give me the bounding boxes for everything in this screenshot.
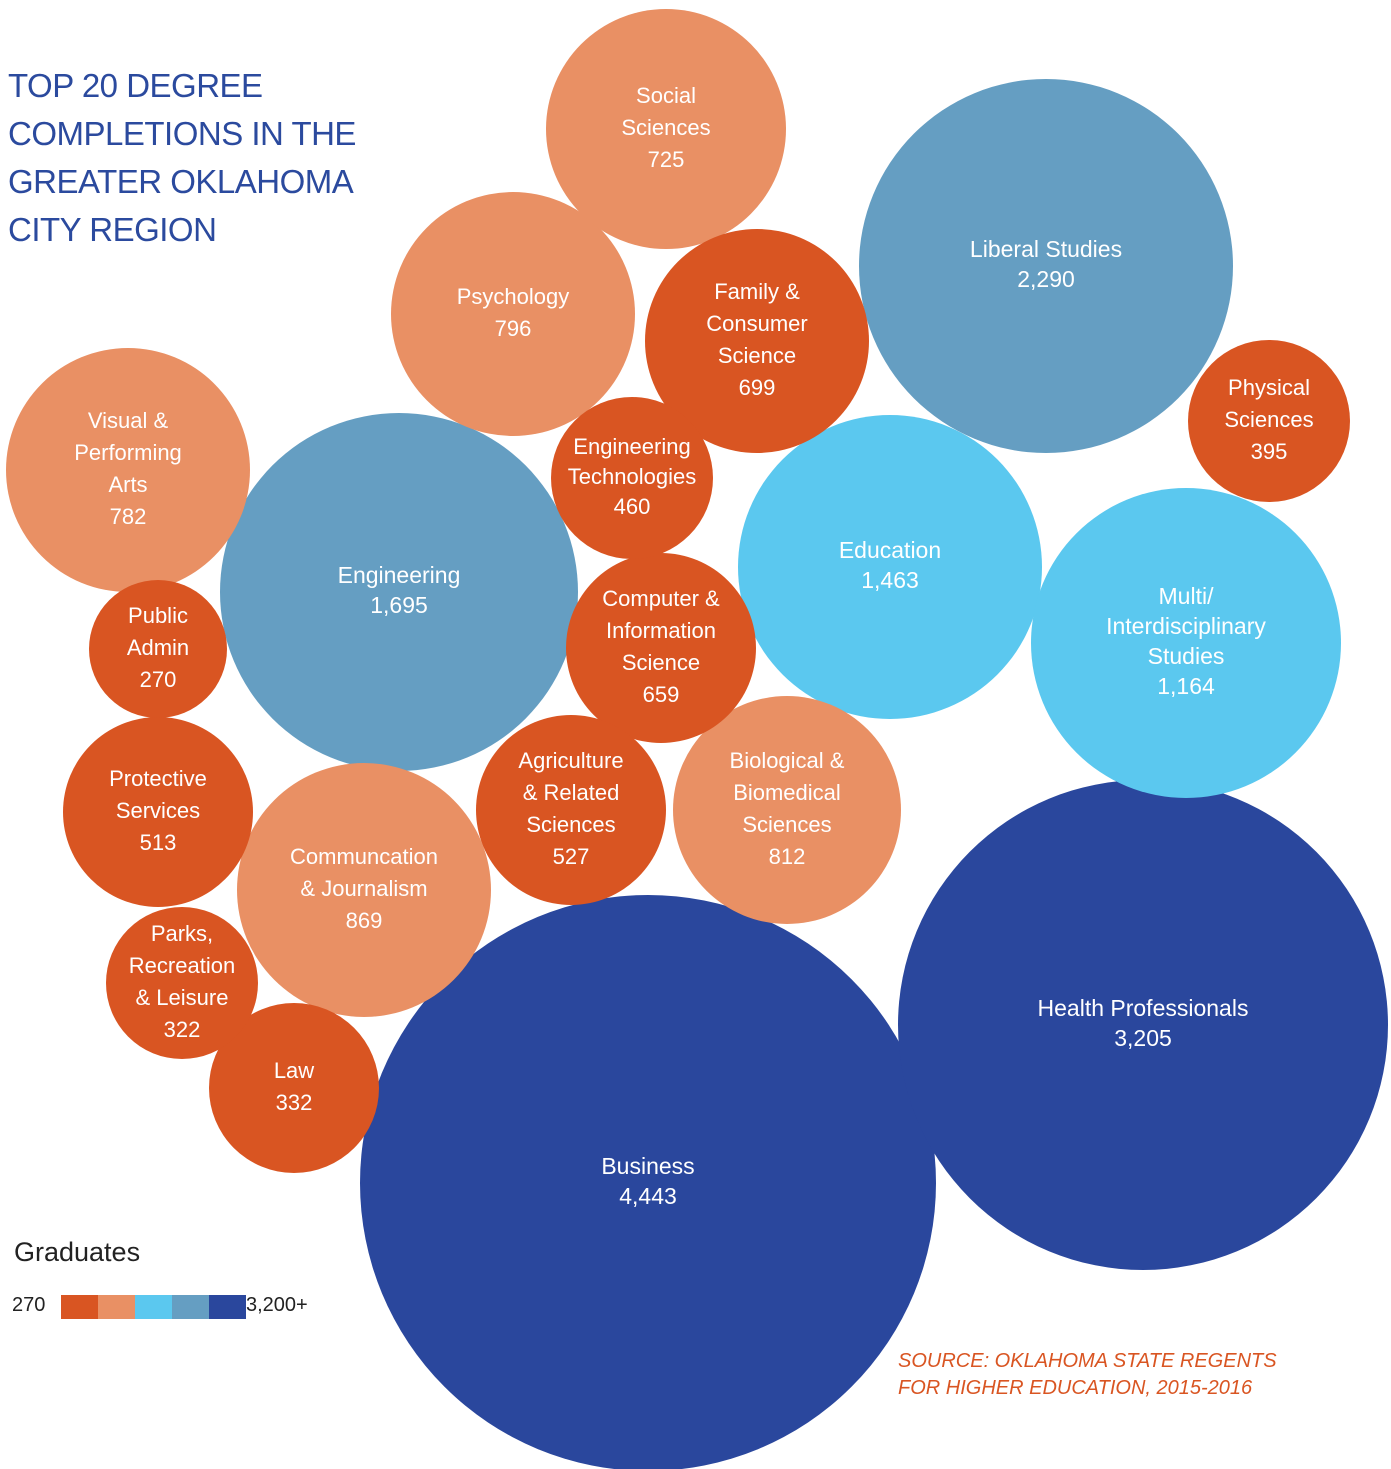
bubble-category-label: Biological & bbox=[730, 748, 845, 773]
bubble-liberal-studies bbox=[859, 79, 1233, 453]
bubble-value-label: 4,443 bbox=[619, 1183, 677, 1209]
bubble-value-label: 869 bbox=[346, 908, 383, 933]
bubble-category-label: Physical bbox=[1228, 375, 1310, 400]
bubble-physical-sciences bbox=[1188, 340, 1350, 502]
bubble-category-label: & Related bbox=[523, 780, 620, 805]
bubble-value-label: 812 bbox=[769, 844, 806, 869]
bubble-category-label: Sciences bbox=[526, 812, 615, 837]
bubble-value-label: 725 bbox=[648, 147, 685, 172]
legend-min-label: 270 bbox=[12, 1294, 46, 1316]
bubble-category-label: Sciences bbox=[742, 812, 831, 837]
source-line: SOURCE: OKLAHOMA STATE REGENTS bbox=[898, 1350, 1277, 1372]
bubble-value-label: 782 bbox=[110, 504, 147, 529]
bubble-category-label: Visual & bbox=[88, 408, 169, 433]
bubble-value-label: 699 bbox=[739, 375, 776, 400]
bubble-category-label: Biomedical bbox=[733, 780, 841, 805]
bubble-value-label: 1,695 bbox=[370, 592, 428, 618]
bubble-category-label: Protective bbox=[109, 766, 207, 791]
bubble-category-label: Communcation bbox=[290, 844, 438, 869]
bubble-category-label: Engineering bbox=[338, 562, 461, 588]
bubble-value-label: 3,205 bbox=[1114, 1025, 1172, 1051]
bubble-family-consumer-science bbox=[645, 229, 869, 453]
bubble-value-label: 460 bbox=[614, 494, 651, 519]
bubble-category-label: Multi/ bbox=[1159, 583, 1215, 609]
bubble-parks-recreation-leisure bbox=[106, 907, 258, 1059]
bubble-category-label: Psychology bbox=[457, 284, 570, 309]
source-note: SOURCE: OKLAHOMA STATE REGENTS FOR HIGHE… bbox=[898, 1348, 1277, 1402]
title-line: GREATER OKLAHOMA bbox=[8, 163, 354, 200]
bubble-category-label: Interdisciplinary bbox=[1106, 613, 1266, 639]
legend-swatch bbox=[135, 1295, 172, 1319]
bubble-engineering bbox=[220, 413, 578, 771]
legend-swatch bbox=[209, 1295, 246, 1319]
bubble-category-label: Liberal Studies bbox=[970, 236, 1122, 262]
bubble-category-label: Services bbox=[116, 798, 200, 823]
source-line: FOR HIGHER EDUCATION, 2015-2016 bbox=[898, 1377, 1253, 1399]
bubble-category-label: Public bbox=[128, 603, 188, 628]
bubble-multi-interdisciplinary-studies bbox=[1031, 488, 1341, 798]
legend-swatch bbox=[61, 1295, 98, 1319]
bubble-category-label: & Journalism bbox=[300, 876, 427, 901]
bubble-value-label: 2,290 bbox=[1017, 266, 1075, 292]
bubble-education bbox=[738, 415, 1042, 719]
bubble-biological-biomedical-sciences bbox=[673, 696, 901, 924]
bubble-protective-services bbox=[63, 717, 253, 907]
bubble-agriculture-related-sciences bbox=[476, 715, 666, 905]
bubble-psychology bbox=[391, 192, 635, 436]
bubble-health-professionals bbox=[898, 780, 1388, 1270]
bubble-business bbox=[360, 895, 936, 1469]
bubble-value-label: 322 bbox=[164, 1017, 201, 1042]
bubble-category-label: Recreation bbox=[129, 953, 235, 978]
bubble-value-label: 395 bbox=[1251, 439, 1288, 464]
bubble-category-label: Admin bbox=[127, 635, 189, 660]
bubble-category-label: Sciences bbox=[1224, 407, 1313, 432]
bubble-category-label: Engineering bbox=[573, 434, 690, 459]
bubble-category-label: Family & bbox=[714, 279, 800, 304]
bubble-public-admin bbox=[89, 580, 227, 718]
bubble-category-label: Education bbox=[839, 537, 941, 563]
legend-swatch bbox=[172, 1295, 209, 1319]
bubble-category-label: Sciences bbox=[621, 115, 710, 140]
bubble-category-label: Performing bbox=[74, 440, 182, 465]
bubble-value-label: 527 bbox=[553, 844, 590, 869]
bubble-category-label: Arts bbox=[108, 472, 147, 497]
bubble-engineering-technologies bbox=[551, 397, 713, 559]
legend-swatch bbox=[98, 1295, 135, 1319]
bubble-visual-performing-arts bbox=[6, 348, 250, 592]
bubble-category-label: & Leisure bbox=[136, 985, 229, 1010]
bubble-social-sciences bbox=[546, 9, 786, 249]
bubble-value-label: 659 bbox=[643, 682, 680, 707]
bubble-value-label: 796 bbox=[495, 316, 532, 341]
bubble-category-label: Information bbox=[606, 618, 716, 643]
legend-color-scale bbox=[61, 1295, 246, 1319]
bubble-category-label: Technologies bbox=[568, 464, 696, 489]
bubble-law bbox=[209, 1003, 379, 1173]
bubble-communcation-journalism bbox=[237, 763, 491, 1017]
bubble-category-label: Science bbox=[718, 343, 796, 368]
bubble-category-label: Law bbox=[274, 1058, 314, 1083]
chart-title: TOP 20 DEGREE COMPLETIONS IN THE GREATER… bbox=[8, 62, 388, 254]
bubble-category-label: Computer & bbox=[602, 586, 720, 611]
bubble-value-label: 332 bbox=[276, 1090, 313, 1115]
bubble-category-label: Business bbox=[601, 1153, 694, 1179]
title-line: COMPLETIONS IN THE bbox=[8, 115, 356, 152]
bubble-category-label: Social bbox=[636, 83, 696, 108]
bubble-computer-information-science bbox=[566, 553, 756, 743]
title-line: CITY REGION bbox=[8, 211, 217, 248]
bubble-value-label: 270 bbox=[140, 667, 177, 692]
bubble-category-label: Science bbox=[622, 650, 700, 675]
bubble-value-label: 1,463 bbox=[861, 567, 919, 593]
bubble-value-label: 513 bbox=[140, 830, 177, 855]
bubble-category-label: Health Professionals bbox=[1038, 995, 1249, 1021]
title-line: TOP 20 DEGREE bbox=[8, 67, 263, 104]
bubble-category-label: Parks, bbox=[151, 921, 213, 946]
bubble-category-label: Agriculture bbox=[518, 748, 623, 773]
legend-title: Graduates bbox=[14, 1237, 141, 1267]
bubble-value-label: 1,164 bbox=[1157, 673, 1215, 699]
bubble-category-label: Studies bbox=[1148, 643, 1225, 669]
legend-max-label: 3,200+ bbox=[246, 1294, 308, 1316]
bubble-category-label: Consumer bbox=[706, 311, 807, 336]
